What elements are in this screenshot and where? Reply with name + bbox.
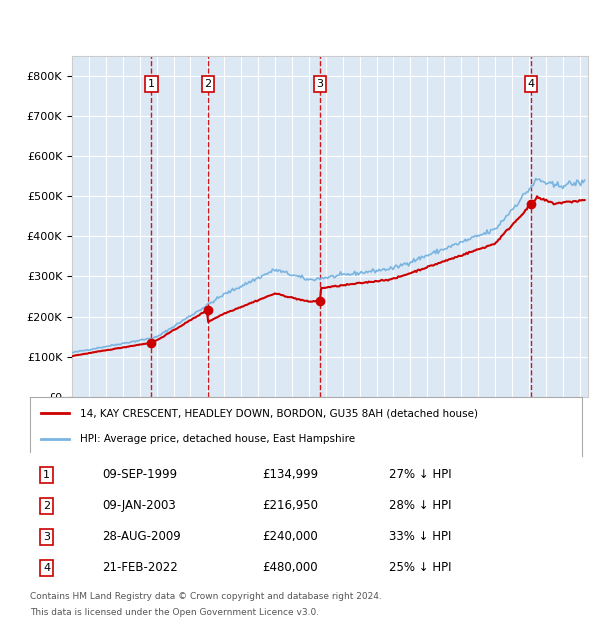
Text: 2: 2 bbox=[204, 79, 211, 89]
Text: 4: 4 bbox=[527, 79, 535, 89]
Text: £240,000: £240,000 bbox=[262, 531, 317, 543]
Text: 28% ↓ HPI: 28% ↓ HPI bbox=[389, 500, 451, 512]
Text: 09-JAN-2003: 09-JAN-2003 bbox=[102, 500, 176, 512]
Text: 1: 1 bbox=[43, 470, 50, 480]
Text: 3: 3 bbox=[317, 79, 323, 89]
Text: 1: 1 bbox=[148, 79, 155, 89]
Text: HPI: Average price, detached house, East Hampshire: HPI: Average price, detached house, East… bbox=[80, 434, 355, 444]
Text: 33% ↓ HPI: 33% ↓ HPI bbox=[389, 531, 451, 543]
Text: 25% ↓ HPI: 25% ↓ HPI bbox=[389, 562, 451, 574]
Text: 21-FEB-2022: 21-FEB-2022 bbox=[102, 562, 178, 574]
Text: £216,950: £216,950 bbox=[262, 500, 318, 512]
Text: 27% ↓ HPI: 27% ↓ HPI bbox=[389, 469, 451, 481]
Text: 2: 2 bbox=[43, 501, 50, 511]
Text: 4: 4 bbox=[43, 563, 50, 573]
Text: 09-SEP-1999: 09-SEP-1999 bbox=[102, 469, 177, 481]
Text: £134,999: £134,999 bbox=[262, 469, 318, 481]
Text: 28-AUG-2009: 28-AUG-2009 bbox=[102, 531, 181, 543]
Text: 14, KAY CRESCENT, HEADLEY DOWN, BORDON, GU35 8AH (detached house): 14, KAY CRESCENT, HEADLEY DOWN, BORDON, … bbox=[80, 409, 478, 419]
Text: £480,000: £480,000 bbox=[262, 562, 317, 574]
Text: This data is licensed under the Open Government Licence v3.0.: This data is licensed under the Open Gov… bbox=[30, 608, 319, 617]
Text: Contains HM Land Registry data © Crown copyright and database right 2024.: Contains HM Land Registry data © Crown c… bbox=[30, 592, 382, 601]
Text: 3: 3 bbox=[43, 532, 50, 542]
